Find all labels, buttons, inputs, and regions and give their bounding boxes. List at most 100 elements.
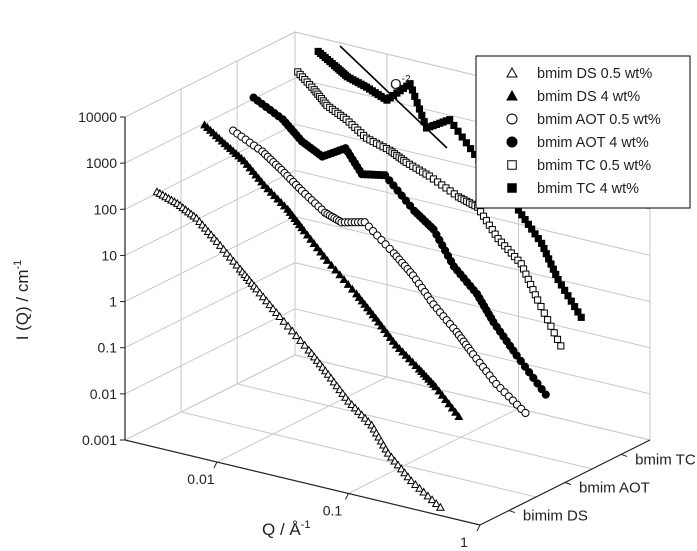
data-point <box>462 139 470 147</box>
legend-label: bmim AOT 4 wt% <box>537 135 649 151</box>
data-point <box>276 197 286 206</box>
slope-reference-line <box>339 45 448 149</box>
data-point <box>322 255 332 264</box>
data-point <box>391 340 401 349</box>
data-point <box>419 487 429 496</box>
legend-marker <box>506 136 518 148</box>
data-point <box>291 331 301 340</box>
data-point <box>533 379 542 388</box>
data-point <box>271 308 281 317</box>
y-tick-label: 0.001 <box>82 432 117 448</box>
y-tick-label: 0.1 <box>98 340 118 356</box>
data-point <box>396 464 406 473</box>
data-point <box>451 407 460 416</box>
data-point <box>360 413 370 422</box>
data-point <box>441 394 451 403</box>
slope-annotation: Q-2 <box>390 74 411 93</box>
data-point <box>410 479 420 488</box>
data-point <box>458 133 466 141</box>
legend-label: bmim TC 4 wt% <box>537 181 639 197</box>
z-tick-label: bimim DS <box>523 508 588 525</box>
data-point <box>434 386 444 395</box>
y-grid-line <box>124 308 651 395</box>
data-point <box>265 300 275 309</box>
data-point <box>316 247 326 256</box>
data-point <box>331 265 341 274</box>
z-tick-label: bmim TC <box>635 451 696 468</box>
data-point <box>263 184 273 193</box>
legend-marker <box>506 89 518 101</box>
z-tick <box>620 453 628 457</box>
data-point <box>335 270 345 279</box>
data-point <box>319 251 329 260</box>
data-point <box>262 296 271 305</box>
x-axis-line <box>124 439 481 526</box>
data-point <box>446 116 454 124</box>
data-point <box>258 292 268 301</box>
legend-box <box>475 55 691 209</box>
data-point <box>270 191 279 200</box>
data-point <box>525 368 534 377</box>
data-point <box>466 145 475 153</box>
data-point <box>300 340 310 349</box>
data-point <box>404 354 414 363</box>
data-point <box>327 260 336 269</box>
data-point <box>296 335 305 344</box>
legend-label: bmim DS 4 wt% <box>537 89 640 105</box>
data-point <box>255 288 265 297</box>
data-point <box>266 187 276 196</box>
y-tick-label: 10000 <box>78 109 117 125</box>
data-point <box>225 252 235 261</box>
y-tick-label: 1000 <box>86 155 117 171</box>
data-point <box>232 260 242 269</box>
data-point <box>279 201 289 210</box>
data-point <box>344 396 353 405</box>
legend: bmim DS 0.5 wt% bmim DS 4 wt% bmim AOT 0.5… <box>475 55 691 209</box>
data-point <box>521 408 530 418</box>
data-point <box>393 460 403 469</box>
data-point <box>557 342 565 350</box>
x-tick-label: 1 <box>460 534 468 550</box>
data-point <box>268 304 278 313</box>
data-point <box>454 411 464 420</box>
data-point <box>212 236 222 245</box>
data-point <box>398 347 408 356</box>
y-tick-label: 100 <box>94 201 118 217</box>
data-point <box>401 350 411 359</box>
data-point <box>406 476 416 485</box>
data-point <box>386 452 396 461</box>
data-point <box>577 313 585 321</box>
data-point <box>431 382 441 391</box>
z-tick <box>564 482 572 485</box>
y-tick-label: 0.01 <box>90 386 117 402</box>
data-point <box>537 302 545 311</box>
data-point <box>534 296 542 304</box>
data-point <box>222 248 232 257</box>
y-grid-line <box>124 262 651 349</box>
data-point <box>383 448 393 457</box>
x-tick-label: 0.1 <box>323 503 343 519</box>
data-point <box>312 243 322 252</box>
legend-label: bmim AOT 0.5 wt% <box>537 112 661 128</box>
z-tick-label: bmim AOT <box>579 480 650 497</box>
data-point <box>411 361 421 370</box>
data-point <box>512 351 521 360</box>
data-point <box>547 322 555 330</box>
data-point <box>413 99 421 107</box>
y-tick-label: 1 <box>109 294 117 310</box>
data-point <box>394 343 404 352</box>
data-point <box>347 400 357 409</box>
data-point <box>219 244 229 253</box>
z-grid-line <box>236 60 593 470</box>
z-grid-line <box>180 88 537 498</box>
data-point <box>260 180 269 189</box>
data-point <box>415 105 424 113</box>
data-point <box>339 275 349 284</box>
data-point <box>275 311 285 320</box>
data-point <box>447 403 457 412</box>
x-grid-line <box>216 54 388 463</box>
data-point <box>540 309 548 317</box>
data-point <box>411 92 419 100</box>
data-point <box>343 279 353 288</box>
data-point <box>408 357 418 366</box>
